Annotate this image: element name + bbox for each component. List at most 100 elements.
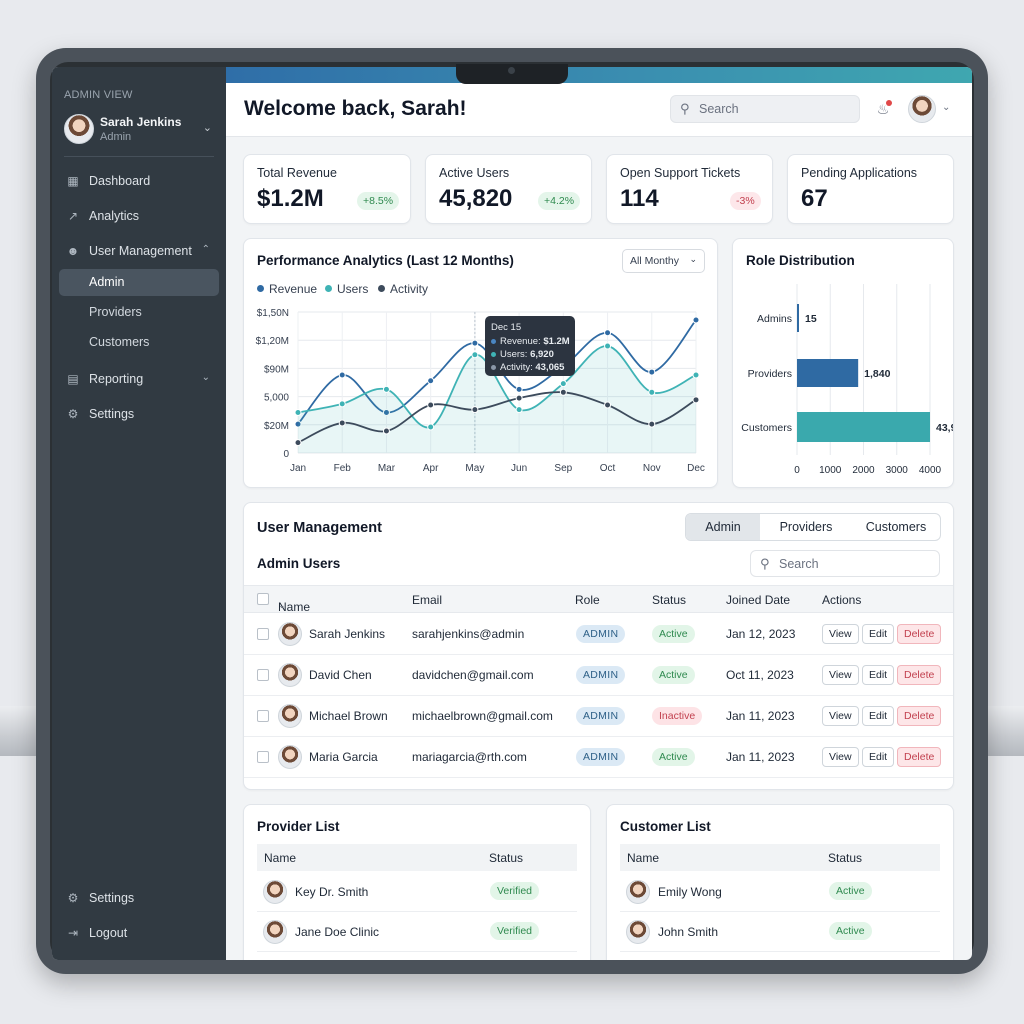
user-name: David Chen [309, 668, 372, 682]
chevron-down-icon[interactable]: ⌄ [942, 102, 951, 113]
customer-name: Emily Wong [658, 885, 722, 899]
customer-row[interactable]: John Smith Active [620, 912, 940, 952]
x-tick-label: Apr [423, 463, 439, 474]
sidebar-item-reporting[interactable]: ▤ Reporting ⌄ [58, 365, 220, 393]
row-checkbox[interactable] [257, 669, 269, 681]
sidebar-logout[interactable]: ⇥ Logout [58, 919, 220, 947]
chevron-down-icon: ⌄ [202, 122, 212, 134]
user-name: Sarah Jenkins [309, 627, 386, 641]
customer-row[interactable]: Emily Wong Active [620, 872, 940, 912]
header: Welcome back, Sarah! ⚲ Search ♨ ⌄ [226, 83, 972, 137]
legend-users: Users [325, 282, 368, 296]
card-title: Provider List [257, 819, 340, 834]
view-button[interactable]: View [822, 706, 859, 726]
table-row: Maria Garcia mariagarcia@rth.com ADMIN Acti… [244, 737, 953, 778]
tab-customers[interactable]: Customers [865, 520, 927, 534]
edit-button[interactable]: Edit [862, 665, 895, 685]
edit-button[interactable]: Edit [862, 747, 895, 767]
status-badge: Verified [490, 922, 540, 940]
y-tick-label: $90M [264, 364, 289, 375]
data-point-activity [692, 396, 700, 404]
role-badge: ADMIN [576, 666, 626, 684]
row-checkbox[interactable] [257, 751, 269, 763]
tab-admin[interactable]: Admin [686, 514, 760, 540]
search-icon: ⚲ [760, 556, 770, 571]
view-button[interactable]: View [822, 665, 859, 685]
x-tick-label: 2000 [852, 465, 875, 476]
bar-providers [797, 359, 859, 387]
users-icon: ☻ [66, 244, 80, 258]
sidebar-item-settings[interactable]: ⚙ Settings [58, 400, 220, 428]
role-distribution-card: Role Distribution 0 1000 2000 3000 4000 Admin… [732, 238, 954, 488]
legend-revenue: Revenue [257, 282, 317, 296]
col-status: Status [828, 851, 863, 865]
header-avatar[interactable] [908, 95, 936, 123]
data-point-activity [338, 419, 346, 427]
search-icon: ⚲ [680, 101, 690, 116]
sidebar-item-label: Analytics [89, 209, 140, 223]
notification-bell-icon[interactable]: ♨ [874, 100, 892, 118]
sidebar-item-label: Dashboard [89, 174, 151, 188]
data-point-users [471, 351, 479, 359]
role-badge: ADMIN [576, 625, 626, 643]
sidebar-item-dashboard[interactable]: ▦ Dashboard [58, 167, 220, 195]
data-point-users [648, 388, 656, 396]
header-search-input[interactable]: ⚲ Search [670, 95, 860, 123]
x-tick-label: Sep [554, 463, 572, 474]
tab-providers[interactable]: Providers [779, 520, 833, 534]
card-title: Performance Analytics (Last 12 Months) [257, 253, 514, 268]
search-placeholder: Search [779, 557, 819, 571]
data-point-users [604, 342, 612, 350]
view-button[interactable]: View [822, 624, 859, 644]
table-row: Sarah Jenkins sarahjenkins@admin ADMIN Acti… [244, 614, 953, 655]
sort-chevron-icon: ⌄ [278, 600, 286, 610]
status-badge: Inactive [652, 707, 703, 725]
data-point-activity [648, 420, 656, 428]
joined-date: Jan 12, 2023 [726, 627, 796, 641]
period-dropdown[interactable]: All Monthy ⌄ [622, 249, 705, 273]
data-point-activity [559, 388, 567, 396]
edit-button[interactable]: Edit [862, 624, 895, 644]
sidebar-item-analytics[interactable]: ↗ Analytics [58, 202, 220, 230]
delete-button[interactable]: Delete [897, 747, 942, 767]
sidebar-item-user-management[interactable]: ☻ User Management ⌃ [58, 237, 220, 265]
grid-icon: ▦ [67, 174, 79, 188]
sidebar-subitem-providers[interactable]: Providers [89, 305, 142, 319]
user-email: mariagarcia@rth.com [412, 750, 527, 764]
avatar [263, 920, 287, 944]
sidebar-bottom-settings[interactable]: ⚙ Settings [58, 884, 220, 912]
delete-button[interactable]: Delete [897, 706, 942, 726]
y-tick-label: $1,50N [257, 308, 289, 319]
table-row: Michael Brown michaelbrown@gmail.com ADMIN… [244, 696, 953, 737]
table-search-input[interactable]: ⚲ Search [750, 550, 940, 577]
data-point-revenue [471, 339, 479, 347]
bar-admins [797, 304, 799, 332]
row-checkbox[interactable] [257, 628, 269, 640]
status-badge: Active [829, 882, 872, 900]
series-line-activity [297, 391, 697, 444]
select-all-checkbox[interactable] [257, 593, 269, 605]
sidebar-subitem-customers[interactable]: Customers [89, 335, 150, 349]
provider-row[interactable]: Key Dr. Smith Verified [257, 872, 577, 912]
avatar [626, 920, 650, 944]
provider-row[interactable]: Jane Doe Clinic Verified [257, 912, 577, 952]
delete-button[interactable]: Delete [897, 665, 942, 685]
view-button[interactable]: View [822, 747, 859, 767]
category-label: Customers [741, 422, 792, 434]
col-role: Role [575, 593, 600, 607]
sidebar-user-menu[interactable]: Sarah Jenkins Admin ⌄ [64, 112, 216, 148]
status-badge: Active [829, 922, 872, 940]
data-point-users [382, 385, 390, 393]
row-checkbox[interactable] [257, 710, 269, 722]
data-point-users [294, 409, 302, 417]
delete-button[interactable]: Delete [897, 624, 942, 644]
sidebar-item-label: Reporting [89, 372, 144, 386]
data-point-users [338, 400, 346, 408]
avatar [278, 745, 302, 769]
col-status: Status [489, 851, 524, 865]
edit-button[interactable]: Edit [862, 706, 895, 726]
sidebar-item-label: Settings [89, 891, 135, 905]
col-email: Email [412, 593, 443, 607]
kpi-active-users: Active Users 45,820 +4.2% [425, 154, 592, 224]
sidebar-subitem-admin[interactable]: Admin [59, 269, 219, 296]
